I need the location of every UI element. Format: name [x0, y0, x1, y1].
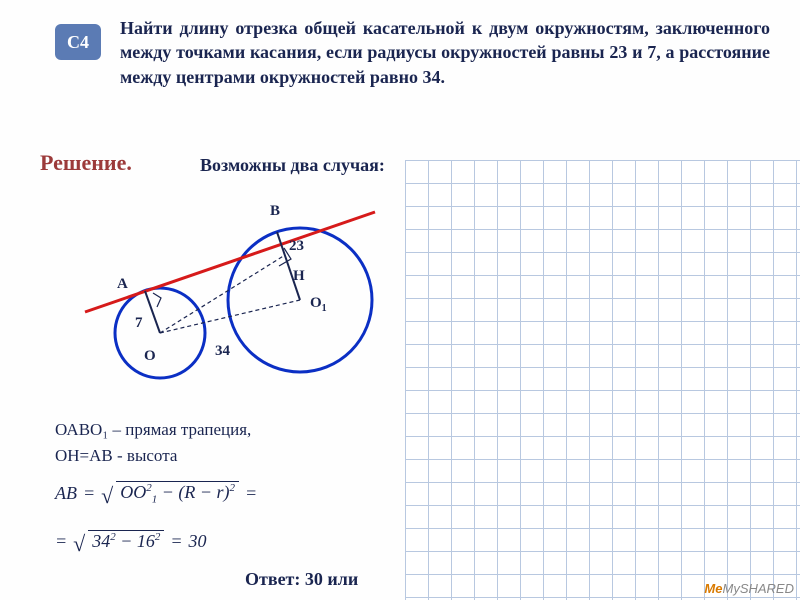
- cases-heading: Возможны два случая:: [200, 155, 385, 176]
- center-line: [160, 300, 300, 333]
- label-b: B: [270, 203, 280, 219]
- formula-ab: AB = √ OO21 − (R − r)2 =: [55, 480, 257, 506]
- label-h: H: [293, 268, 305, 284]
- label-a: A: [117, 276, 128, 292]
- height-note: ОН=АВ - высота: [55, 446, 177, 466]
- geometry-diagram: A B O O1 H 7 23 34: [45, 180, 385, 410]
- answer-text: Ответ: 30 или: [245, 569, 358, 590]
- problem-statement: Найти длину отрезка общей касательной к …: [120, 16, 770, 89]
- label-o1: O1: [310, 295, 327, 314]
- background-grid: [405, 160, 800, 600]
- formula-values: = √ 342 − 162 = 30: [55, 528, 207, 554]
- label-o: O: [144, 348, 156, 364]
- radius-oa: [145, 291, 160, 333]
- height-oh: [160, 255, 285, 333]
- watermark: MeMySHARED: [704, 581, 794, 596]
- label-23: 23: [289, 238, 304, 254]
- label-34: 34: [215, 343, 231, 359]
- tangent-line: [85, 212, 375, 312]
- label-7: 7: [135, 315, 143, 331]
- problem-badge: С4: [55, 24, 101, 60]
- solution-heading: Решение.: [40, 150, 132, 176]
- trapezoid-note: ОАВО₁ – прямая трапеция,: [55, 420, 251, 440]
- right-angle-a: [153, 293, 161, 307]
